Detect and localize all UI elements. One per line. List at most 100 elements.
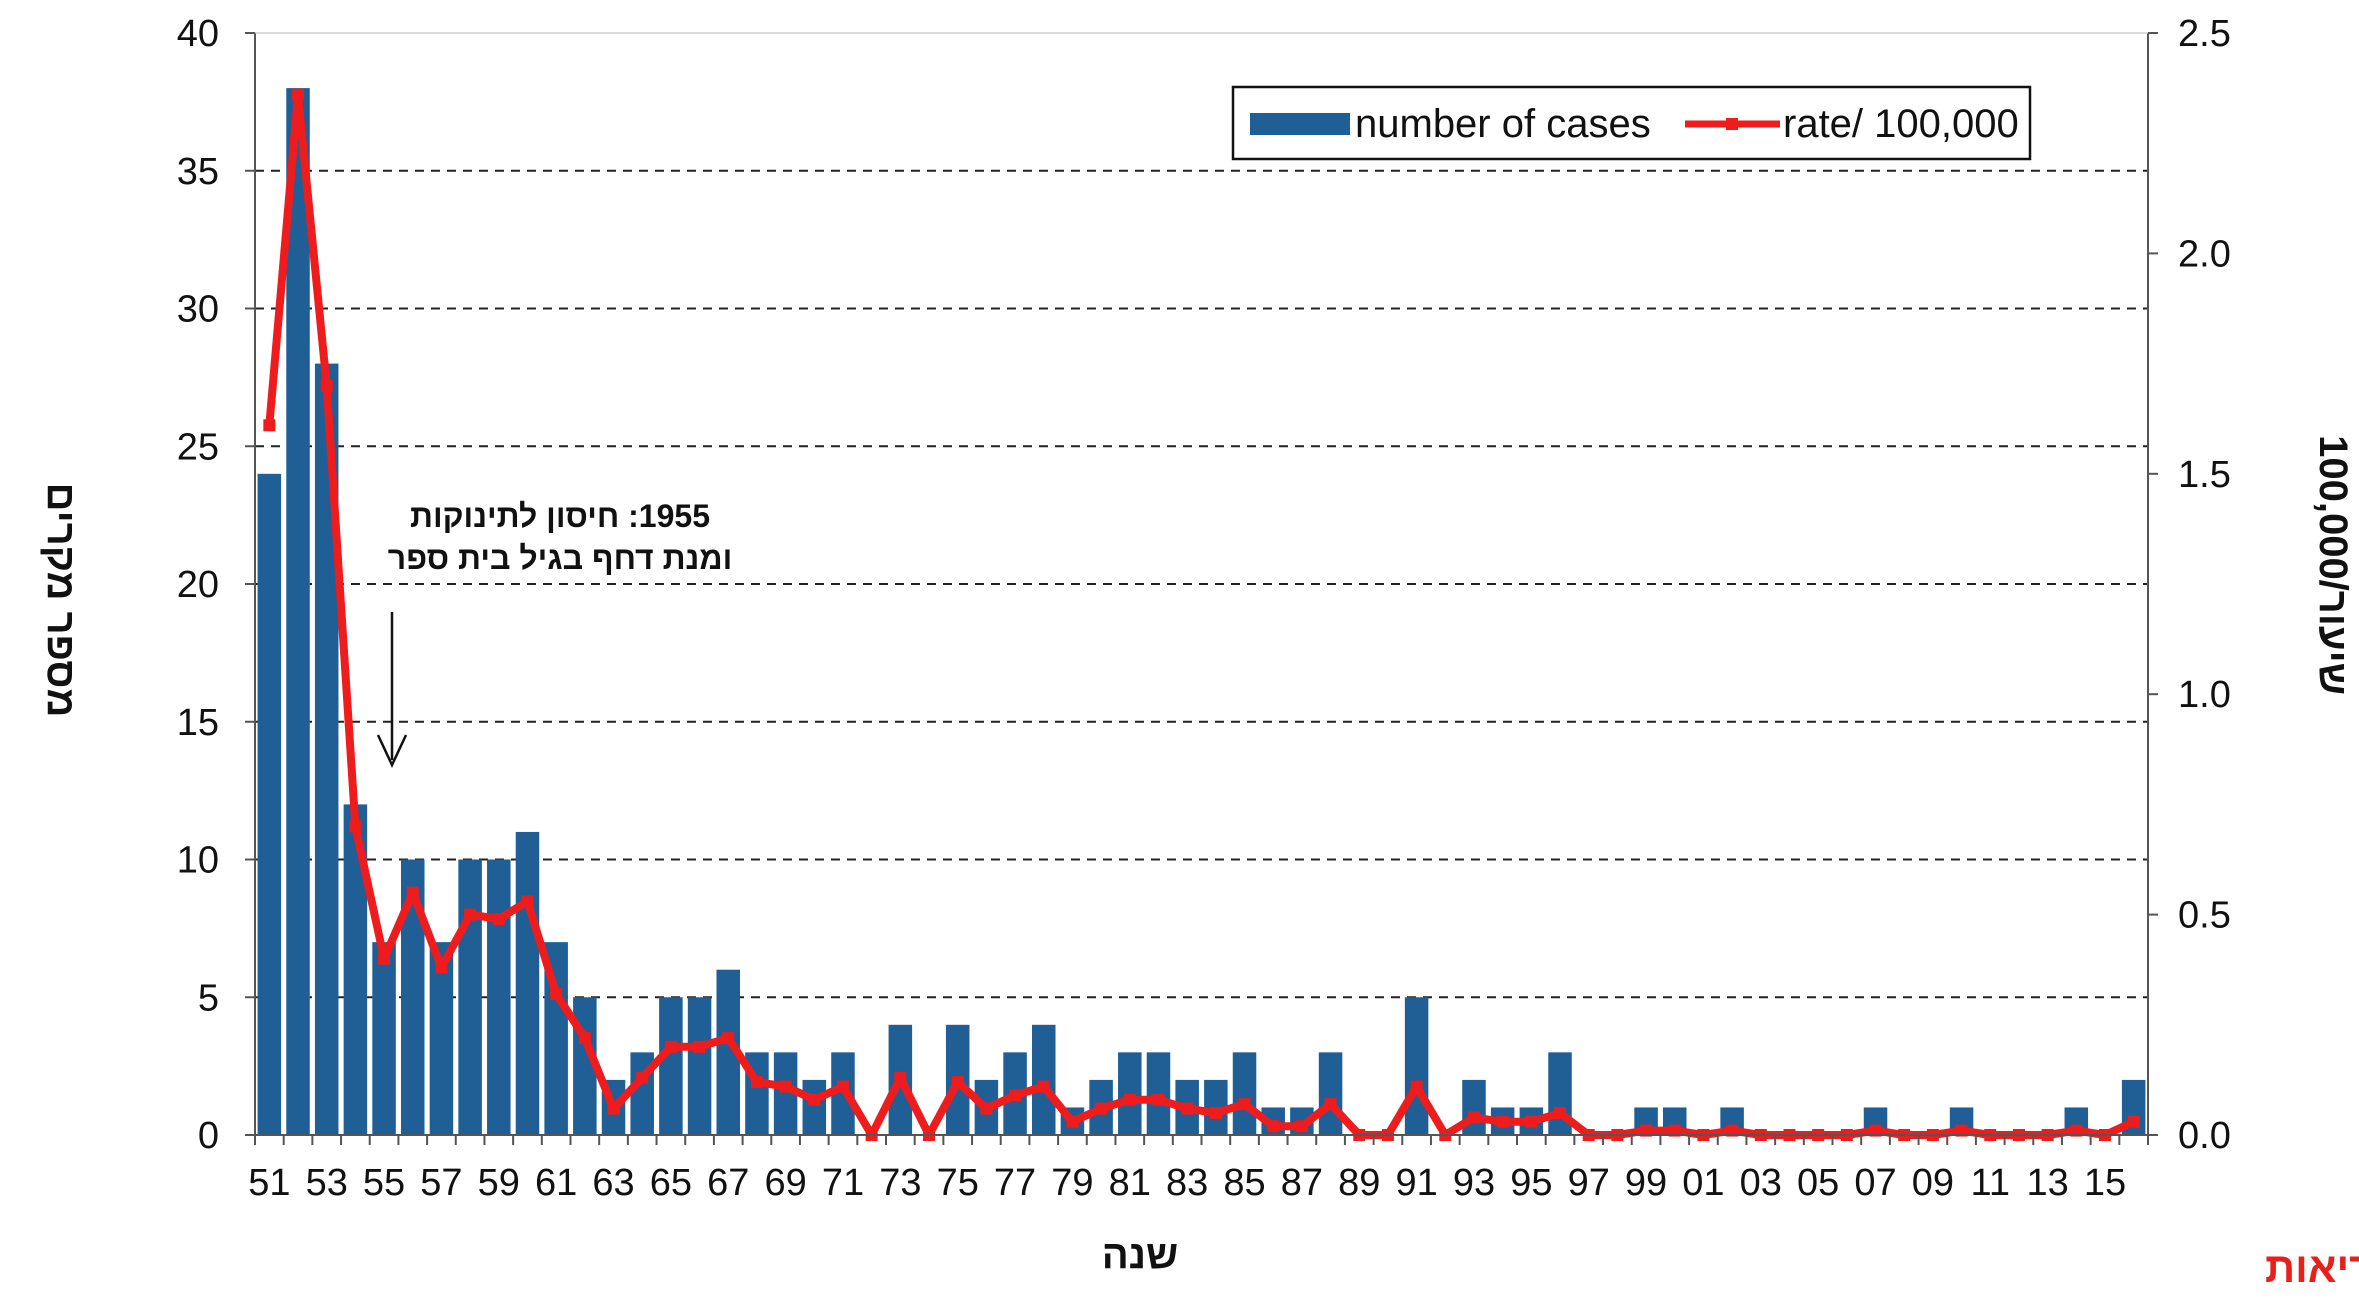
x-tick-label: 83: [1166, 1162, 1208, 1204]
x-tick-label: 01: [1682, 1162, 1724, 1204]
right-tick-label: 2.0: [2178, 233, 2231, 275]
bar-91: [1404, 997, 1429, 1135]
grid-lines: [255, 169, 2148, 999]
rate-point-52: [292, 88, 305, 101]
x-tick-label: 05: [1797, 1162, 1839, 1204]
bar-88: [1318, 1052, 1343, 1135]
x-tick-label: 91: [1395, 1162, 1437, 1204]
legend-label-cases: number of cases: [1355, 102, 1651, 146]
legend-label-rate: rate/ 100,000: [1783, 102, 2019, 146]
bar-52: [286, 88, 310, 1136]
rate-point-68: [750, 1076, 763, 1089]
rate-point-55: [378, 952, 391, 965]
rate-point-87: [1295, 1120, 1308, 1133]
left-axis-title: מספר מקרים: [39, 483, 83, 718]
rate-point-60: [521, 895, 534, 908]
bar-70: [802, 1079, 827, 1135]
rate-point-96: [1554, 1106, 1567, 1119]
x-tick-label: 15: [2084, 1162, 2126, 1204]
rate-point-67: [722, 1032, 735, 1045]
rate-point-78: [1037, 1080, 1050, 1093]
bar-69: [773, 1052, 798, 1135]
bar-67: [716, 969, 741, 1135]
left-tick-label: 20: [177, 564, 219, 606]
rate-point-57: [435, 961, 448, 974]
rate-point-86: [1267, 1120, 1280, 1133]
bar-55: [372, 942, 396, 1135]
x-tick-label: 55: [363, 1162, 405, 1204]
x-tick-label: 13: [2026, 1162, 2068, 1204]
rate-point-94: [1496, 1115, 1509, 1128]
rate-point-14: [2070, 1124, 2083, 1137]
right-axis-ticks: 0.0 0.5 1.0 1.5 2.0 2.5: [2148, 13, 2231, 1157]
x-axis-ticks: 51 53 55 57 59 61 63 65 67 69 71 73 75 77 79 81 83 85 87 89…: [248, 1135, 2149, 1204]
rate-point-88: [1324, 1098, 1337, 1111]
rate-point-69: [779, 1080, 792, 1093]
rate-point-56: [406, 886, 419, 899]
rate-point-63: [607, 1102, 620, 1115]
rate-point-85: [1238, 1098, 1251, 1111]
x-tick-label: 75: [937, 1162, 979, 1204]
rate-point-83: [1181, 1102, 1194, 1115]
rate-point-61: [550, 987, 563, 1000]
bar-57: [429, 942, 454, 1135]
bar-54: [343, 804, 368, 1135]
x-axis-title: שנה: [1102, 1233, 1178, 1277]
bar-series: [257, 88, 2146, 1136]
bar-81: [1118, 1052, 1142, 1135]
rate-point-81: [1123, 1093, 1136, 1106]
bar-65: [659, 997, 683, 1135]
bar-66: [687, 997, 712, 1135]
rate-point-65: [664, 1040, 677, 1053]
legend: number of cases rate/ 100,000: [1231, 85, 2032, 161]
legend-bar-swatch: [1250, 113, 1350, 135]
right-tick-label: 0.5: [2178, 895, 2231, 937]
x-tick-label: 79: [1051, 1162, 1093, 1204]
rate-point-75: [951, 1076, 964, 1089]
rate-point-51: [263, 419, 276, 432]
bar-51: [257, 473, 282, 1135]
rate-point-59: [492, 913, 505, 926]
source-label: האגף לאפידמיולוגיה, משרד הבריאות: [2265, 1244, 2359, 1291]
left-tick-label: 15: [177, 702, 219, 744]
left-tick-label: 10: [177, 840, 219, 882]
rate-point-02: [1726, 1124, 1739, 1137]
x-tick-label: 69: [764, 1162, 806, 1204]
right-axis-title: שיעור/100,000: [2311, 435, 2355, 695]
rate-point-07: [1869, 1124, 1882, 1137]
x-tick-label: 65: [650, 1162, 692, 1204]
x-tick-label: 73: [879, 1162, 921, 1204]
left-tick-label: 0: [198, 1115, 219, 1157]
rate-point-64: [636, 1071, 649, 1084]
rate-point-77: [1009, 1089, 1022, 1102]
x-tick-label: 57: [420, 1162, 462, 1204]
right-tick-label: 1.5: [2178, 454, 2231, 496]
x-tick-label: 07: [1854, 1162, 1896, 1204]
rate-point-71: [836, 1080, 849, 1093]
x-tick-label: 89: [1338, 1162, 1380, 1204]
x-tick-label: 11: [1971, 1162, 2010, 1204]
bar-78: [1031, 1024, 1056, 1135]
bar-59: [487, 859, 511, 1135]
x-tick-label: 97: [1568, 1162, 1610, 1204]
left-tick-label: 30: [177, 289, 219, 331]
right-tick-label: 2.5: [2178, 13, 2231, 55]
bar-82: [1146, 1052, 1171, 1135]
x-tick-label: 77: [994, 1162, 1036, 1204]
rate-point-82: [1152, 1093, 1165, 1106]
left-axis-ticks: 0 5 10 15 20 25 30 35 40: [177, 13, 255, 1157]
annotation-line-1: 1955: חיסון לתינוקות: [410, 498, 710, 534]
annotation-arrowhead: [376, 734, 408, 768]
left-tick-label: 25: [177, 426, 219, 468]
rate-point-66: [693, 1040, 706, 1053]
bar-53: [314, 363, 339, 1136]
x-tick-label: 67: [707, 1162, 749, 1204]
x-tick-label: 71: [822, 1162, 864, 1204]
rate-point-91: [1410, 1080, 1423, 1093]
rate-point-80: [1095, 1102, 1108, 1115]
legend-box: [1231, 85, 2032, 161]
bar-58: [458, 859, 482, 1135]
rate-point-99: [1640, 1124, 1653, 1137]
rate-point-62: [578, 1032, 591, 1045]
